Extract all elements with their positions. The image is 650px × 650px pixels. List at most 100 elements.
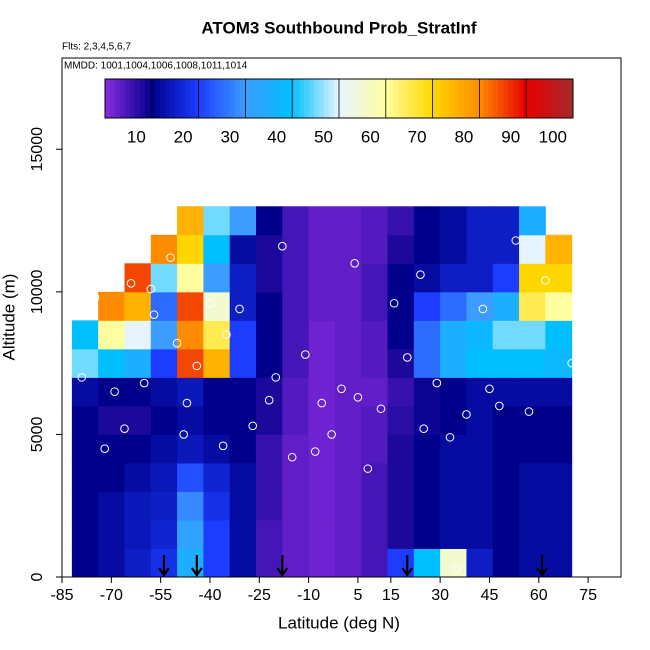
heat-cell [387,405,415,435]
heat-cell [492,519,520,549]
colorbar-swatch [199,79,206,118]
colorbar-swatch [209,79,216,118]
heat-cell [229,377,257,407]
heat-cell [466,234,494,264]
colorbar-tick-label: 60 [361,127,380,146]
colorbar-swatch [373,79,380,118]
obs-point [524,407,534,416]
heat-cell [334,462,362,492]
colorbar-swatch [398,79,405,118]
heat-cell [308,405,336,435]
heat-cell [545,434,573,464]
heat-cell [229,206,257,236]
heat-cell [308,434,336,464]
heat-cell [203,320,231,350]
heat-cell [71,377,99,407]
heat-cell [150,462,178,492]
obs-point [353,393,363,402]
obs-point [100,444,110,453]
heat-cell [413,377,441,407]
colorbar-tick-label: 100 [539,127,567,146]
colorbar-swatch [458,79,464,118]
heat-cell [282,462,310,492]
colorbar-swatch [254,79,260,118]
heat-cell [124,519,152,549]
flight-arrow [401,555,414,577]
colorbar-swatch [219,79,225,118]
colorbar-tick-label: 50 [314,127,333,146]
colorbar-swatch [363,79,370,118]
heat-cell [256,434,283,464]
heat-cell [334,405,362,435]
obs-point [264,395,274,405]
colorbar-swatch [513,79,519,118]
heat-cell [98,462,125,492]
obs-point [301,350,310,359]
heat-cell [124,491,152,521]
heat-cell [387,377,415,407]
heat-cell [256,462,283,492]
heat-cell [387,434,415,464]
colorbar-swatch [348,79,355,118]
colorbar-tick-label: 80 [454,127,473,146]
colorbar-swatch [533,79,539,118]
colorbar-swatch [339,79,345,118]
obs-point [419,424,429,434]
obs-point [166,253,175,262]
colorbar-swatch [154,79,161,118]
colorbar-swatch [443,79,450,118]
colorbar-swatch [368,79,375,118]
heat-cell [519,206,546,236]
heat-cell [440,263,467,293]
heat-cell [256,320,283,350]
colorbar-swatch [169,79,176,118]
heat-cell [150,263,178,293]
heat-cell [282,206,310,236]
heat-cell [545,291,573,321]
heat-cell [256,348,283,378]
heat-cell [150,348,178,378]
heat-cell [440,491,467,521]
flight-arrow [190,555,203,577]
obs-point [287,452,297,462]
colorbar-swatch [438,79,445,118]
heat-cell [229,519,257,549]
heat-cell [334,519,362,549]
heat-cell [71,519,99,549]
heat-cell [177,519,204,549]
heat-cell [308,234,336,264]
heat-cell [177,491,204,521]
heat-cell [229,462,257,492]
heat-cell [203,263,231,293]
colorbar-swatch [528,79,534,118]
obs-point [218,441,228,451]
colorbar-swatch [234,79,240,118]
obs-point [179,430,188,439]
flight-arrow [276,555,289,577]
heat-cell [308,519,336,549]
heat-cell [361,263,389,293]
flight-arrow [536,555,548,577]
heat-cell [71,462,99,492]
colorbar-swatch [418,79,425,118]
heat-cell [282,405,310,435]
heat-cell [203,548,231,578]
heat-cell [413,434,441,464]
heat-cell [71,348,99,378]
heat-cell [492,491,520,521]
heat-cell [361,320,389,350]
colorbar-swatch [129,79,136,118]
heat-cell [203,206,231,236]
heat-cell [177,291,204,321]
heat-cell [282,548,310,578]
heat-cell [98,491,125,521]
obs-point [278,241,287,251]
heat-cell [334,291,362,321]
colorbar-swatch [543,79,549,118]
heat-cell [413,291,441,321]
heat-cell [545,462,573,492]
heat-cell [413,234,441,264]
obs-point [126,278,136,288]
heat-cell [492,434,520,464]
heat-cell [492,548,520,578]
